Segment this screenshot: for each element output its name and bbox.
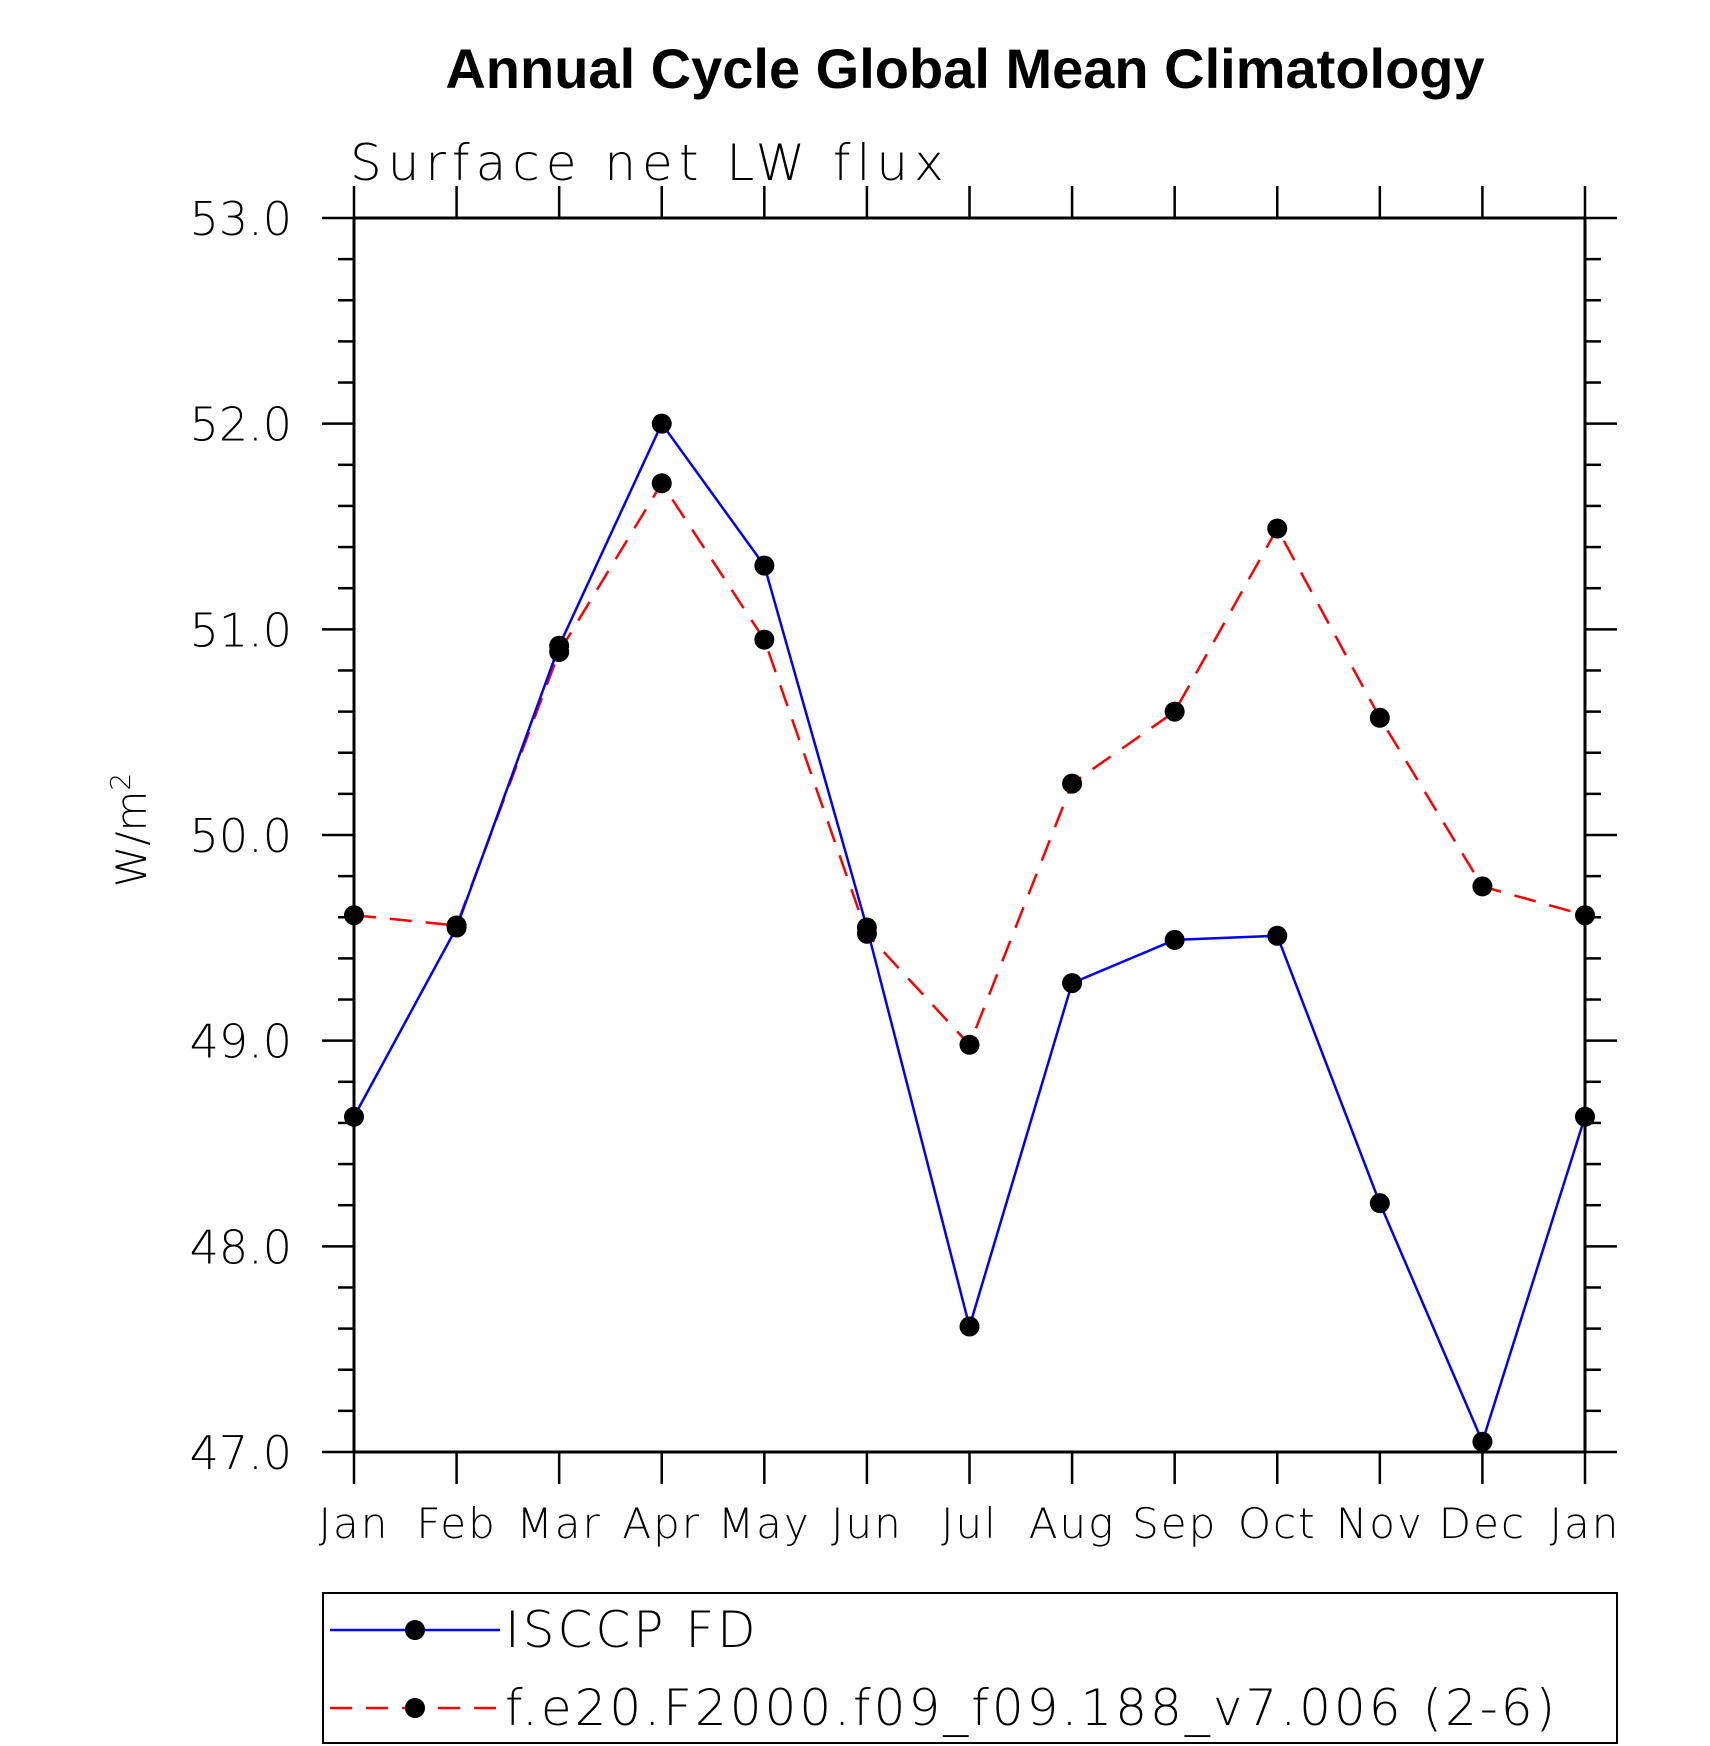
x-tick-label: May [718,1499,811,1548]
series-line [353,480,1586,1048]
legend-label: ISCCP FD [505,1601,759,1659]
legend-marker [405,1698,425,1718]
chart-title: Annual Cycle Global Mean Climatology [445,37,1484,100]
data-point [856,923,877,944]
data-point [1062,973,1083,994]
data-point [754,629,775,650]
y-tick-label: 52.0 [190,398,292,452]
x-tick-label: Jan [319,1499,390,1548]
legend-marker [405,1620,425,1640]
legend: ISCCP FD f.e20.F2000.f09_f09.188_v7.006 (… [322,1592,1618,1744]
data-point [1369,707,1390,728]
x-tick-label: Apr [622,1499,701,1548]
data-point [1575,1106,1595,1127]
data-point [1267,925,1288,946]
data-point [959,1034,980,1055]
data-point [344,905,364,926]
x-tick-label: Aug [1029,1499,1116,1548]
y-tick-label: 53.0 [190,192,292,246]
data-point [1267,518,1288,539]
data-point [1472,876,1493,897]
chart-subtitle: Surface net LW flux [350,134,950,192]
data-point [1164,929,1185,950]
axis-ticks [322,186,1617,1484]
data-point [754,555,775,576]
x-tick-label: Jul [941,1499,998,1548]
series-line [352,421,1587,1446]
y-tick-labels: 47.0 48.0 49.0 50.0 51.0 52.0 53.0 [190,192,292,1480]
legend-label: f.e20.F2000.f09_f09.188_v7.006 (2-6) [505,1679,1558,1737]
data-point [1575,905,1595,926]
series-layer [344,413,1595,1452]
data-point [651,473,672,494]
x-tick-label: Feb [416,1499,496,1548]
plot-frame [352,216,1587,1454]
data-point [1062,773,1083,794]
x-tick-label: Sep [1132,1499,1217,1548]
x-tick-label: Jun [831,1499,903,1548]
data-point [1472,1431,1493,1452]
y-tick-label: 48.0 [190,1220,292,1274]
data-point [651,413,672,434]
svg-text:W/m2: W/m2 [104,773,156,887]
y-tick-label: 50.0 [190,809,292,863]
x-tick-label: Mar [517,1499,602,1548]
x-tick-label: Jan [1550,1499,1621,1548]
y-axis-label-superscript: 2 [104,773,137,791]
y-tick-label: 51.0 [190,603,292,657]
legend-frame [322,1592,1618,1744]
x-tick-label: Nov [1336,1499,1424,1548]
data-point [1369,1193,1390,1214]
y-axis-label-text: W/m [107,791,156,888]
data-point [549,641,570,662]
legend-entries: ISCCP FD f.e20.F2000.f09_f09.188_v7.006 (… [330,1601,1558,1737]
y-tick-label: 49.0 [190,1015,292,1069]
y-axis-label: W/m2 [104,773,156,887]
x-tick-labels: Jan Feb Mar Apr May Jun Jul Aug Sep Oct Nov Dec Jan [319,1499,1621,1548]
y-tick-label: 47.0 [190,1426,292,1480]
data-point [344,1106,364,1127]
data-point [1164,701,1185,722]
data-point [959,1316,980,1337]
data-point [446,915,467,936]
x-tick-label: Dec [1439,1499,1526,1548]
x-tick-label: Oct [1238,1499,1317,1548]
